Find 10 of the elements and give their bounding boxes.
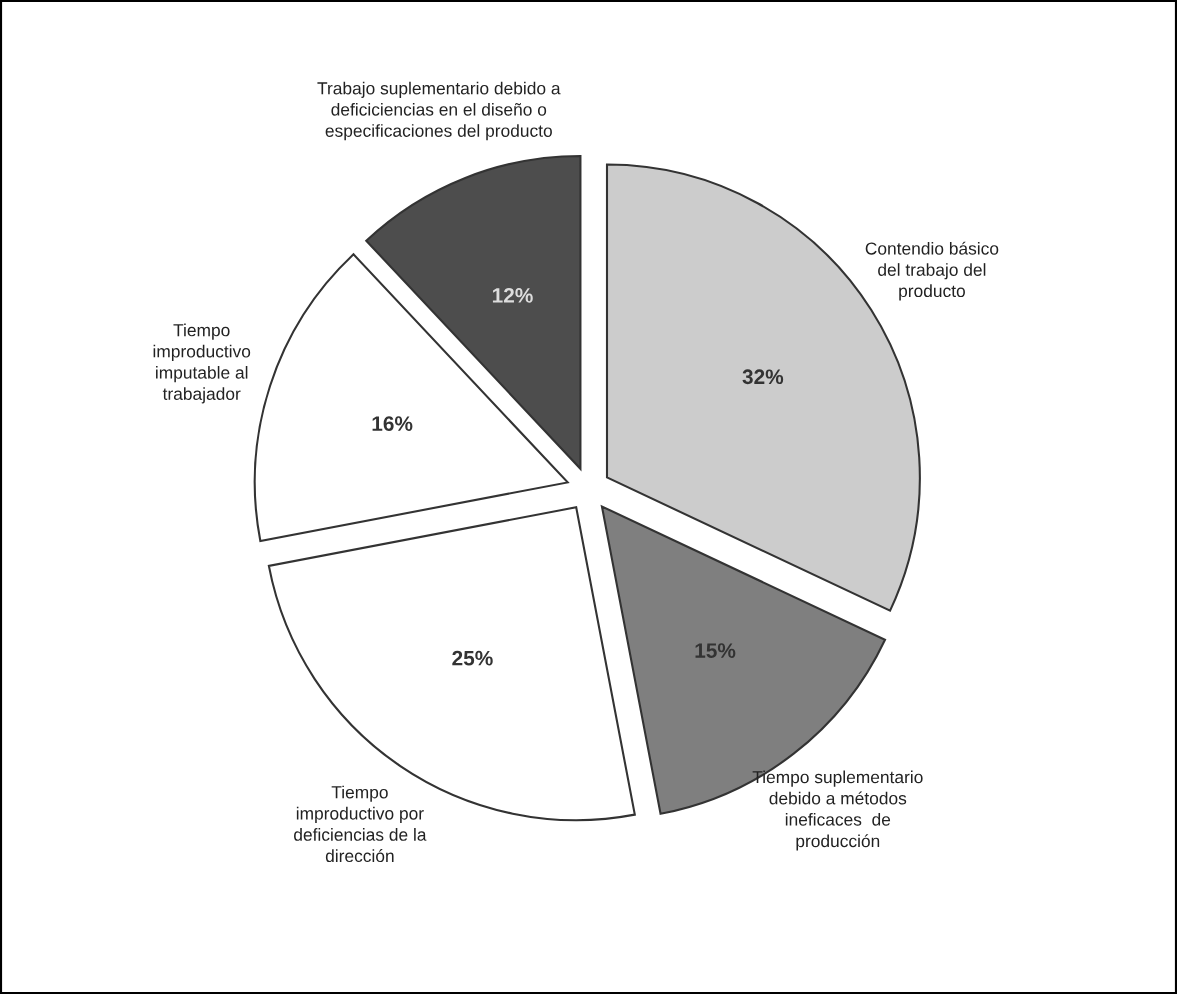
data-label: 32%	[742, 369, 784, 385]
slice-label: Tiempo improductivo por deficiencias de la dirección	[294, 785, 427, 863]
data-label: 12%	[492, 288, 533, 303]
data-label: 25%	[452, 650, 493, 666]
slice-label: Trabajo suplementario debido a deficiciencias en el diseño o especificaciones del producto	[317, 81, 561, 141]
slice-label: Tiempo suplementario debido a métodos ineficaces de producción	[752, 770, 923, 851]
slice-label: Contendio básico del trabajo del producto	[865, 241, 999, 301]
data-label: 16%	[372, 416, 413, 431]
slice-label: Tiempo improductivo imputable al trabajador	[153, 323, 251, 404]
data-label: 15%	[695, 643, 736, 658]
